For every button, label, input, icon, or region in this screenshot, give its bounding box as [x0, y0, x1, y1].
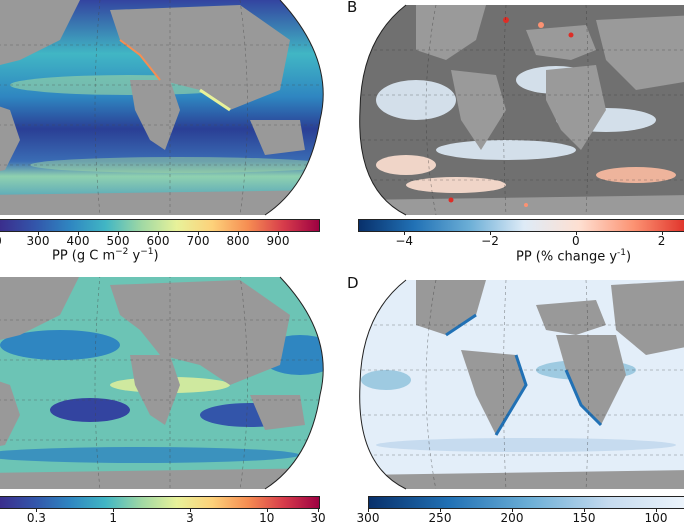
colorbar-tickmark — [490, 231, 491, 235]
graticule — [0, 0, 324, 215]
landmass-south-america — [0, 100, 20, 175]
colorbar-tickmark — [584, 508, 585, 512]
landmass-australia — [250, 120, 305, 155]
colorbar-tick-label: 3 — [186, 511, 194, 525]
colorbar-tick-label: 200 — [500, 511, 524, 525]
landmass-antarctica — [0, 468, 324, 489]
colorbar-tickmark — [118, 231, 119, 235]
colorbar-tick-label: 700 — [186, 234, 210, 248]
colorbar-tickmark — [512, 508, 513, 512]
colorbar-tick-label: 0.3 — [26, 511, 46, 525]
landmass-europe — [536, 300, 606, 335]
map-mean-primary-production — [0, 0, 324, 216]
colorbar-tickmark — [158, 231, 159, 235]
colorbar-tick-label: 250 — [428, 511, 452, 525]
colorbar-tick-label: 600 — [146, 234, 170, 248]
colorbar-tickmark — [36, 508, 38, 512]
colorbar-tick-label: 2 — [657, 234, 666, 248]
landmass-africa — [130, 355, 180, 425]
graticule — [359, 280, 684, 489]
colorbar-tick-label: 10 — [259, 511, 275, 525]
colorbar-tick-label: 900 — [266, 234, 290, 248]
colorbar-b — [358, 219, 684, 232]
landmass-asia — [596, 15, 684, 90]
landmass-australia — [250, 395, 305, 430]
colorbar-tick-label: 400 — [66, 234, 90, 248]
graticule — [359, 5, 684, 215]
colorbar-a-label: PP (g C m−2 y−1) — [52, 247, 159, 264]
landmass-antarctica — [359, 195, 684, 215]
colorbar-tick-label: −2 — [481, 234, 499, 248]
colorbar-tick-label: 100 — [644, 511, 668, 525]
landmass-antarctica — [359, 470, 684, 489]
colorbar-tickmark — [266, 508, 268, 512]
colorbar-tick-label: 300 — [26, 234, 50, 248]
colorbar-a — [0, 219, 320, 232]
colorbar-tickmark — [38, 231, 39, 235]
colorbar-tickmark — [404, 231, 406, 235]
colorbar-tick-label: 0 — [0, 234, 2, 248]
colorbar-tick-label: −4 — [395, 234, 414, 248]
colorbar-tickmark — [575, 231, 577, 235]
colorbar-tick-label: 500 — [106, 234, 130, 248]
panel-d-map: 300 250 200 150 100 — [356, 275, 684, 525]
landmass-asia — [611, 280, 684, 355]
landmass-africa — [130, 80, 180, 150]
panel-a-map: 0 300 400 500 600 700 800 900 PP (g C m−2 y−1) — [0, 0, 340, 264]
map-primary-production-trend — [359, 4, 684, 216]
panel-letter-d: D — [347, 274, 359, 292]
map-primary-production-days — [359, 279, 684, 490]
colorbar-tick-label: 1 — [109, 511, 118, 525]
landmass-south-america — [461, 350, 526, 435]
landmass-africa — [546, 65, 606, 150]
colorbar-tickmark — [656, 508, 657, 512]
colorbar-b-label: PP (% change y-1) — [516, 248, 632, 265]
landmass-africa — [556, 335, 626, 425]
colorbar-tickmark — [190, 508, 191, 512]
colorbar-tickmark — [238, 231, 239, 235]
colorbar-tickmark — [368, 508, 369, 512]
landmass-eurasia — [110, 5, 290, 110]
landmass-south-america — [451, 70, 506, 150]
colorbar-tickmark — [198, 231, 199, 235]
colorbar-tickmark — [318, 508, 319, 512]
map-primary-production-variability — [0, 276, 324, 490]
colorbar-tickmark — [440, 508, 441, 512]
colorbar-tick-label: 300 — [356, 511, 380, 525]
colorbar-tick-label: 800 — [226, 234, 250, 248]
panel-c-map: 0.3 1 3 10 30 — [0, 275, 340, 525]
landmass-europe — [526, 25, 596, 60]
colorbar-tick-label: 150 — [572, 511, 596, 525]
panel-b-map: −4 −2 0 2 PP (% change y-1) — [356, 0, 684, 270]
landmass-north-america — [0, 0, 80, 70]
colorbar-tickmark — [113, 508, 115, 512]
landmass-eurasia — [110, 280, 290, 385]
landmass-south-america — [0, 375, 20, 450]
graticule — [0, 277, 324, 489]
colorbar-tickmark — [278, 231, 279, 235]
colorbar-tick-label: 30 — [310, 511, 326, 525]
colorbar-tick-label: 0 — [571, 234, 580, 248]
panel-letter-b: B — [347, 0, 358, 16]
colorbar-c — [0, 496, 320, 509]
colorbar-tickmark — [78, 231, 79, 235]
colorbar-d — [368, 496, 684, 509]
landmass-antarctica — [0, 190, 324, 215]
colorbar-tickmark — [661, 231, 663, 235]
